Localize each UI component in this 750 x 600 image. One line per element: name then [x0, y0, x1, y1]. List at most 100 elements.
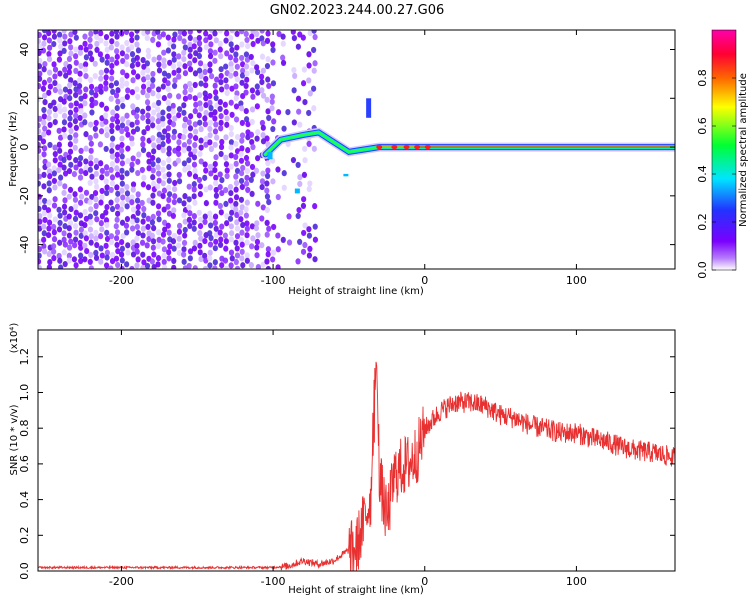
noise-pixel	[222, 232, 228, 239]
noise-pixel	[207, 249, 213, 256]
noise-pixel	[207, 125, 213, 133]
noise-pixel	[224, 172, 230, 180]
noise-pixel	[203, 141, 209, 148]
noise-pixel	[244, 232, 250, 239]
noise-pixel	[88, 251, 94, 259]
noise-pixel	[119, 167, 125, 174]
noise-pixel	[166, 229, 172, 236]
noise-pixel	[150, 36, 156, 43]
noise-pixel	[89, 96, 95, 103]
noise-pixel	[73, 164, 79, 171]
noise-pixel	[92, 125, 98, 132]
noise-pixel	[217, 184, 223, 191]
noise-pixel	[114, 184, 120, 191]
noise-pixel	[114, 171, 121, 178]
noise-pixel	[38, 167, 41, 174]
noise-pixel	[146, 158, 152, 165]
noise-pixel	[212, 213, 219, 220]
noise-pixel	[108, 238, 115, 246]
noise-pixel	[193, 101, 199, 108]
noise-pixel	[134, 197, 141, 204]
noise-pixel	[67, 134, 73, 141]
noise-pixel	[197, 183, 203, 190]
noise-pixel	[218, 125, 224, 132]
noise-pixel	[46, 199, 52, 206]
noise-pixel	[280, 59, 287, 67]
noise-pixel	[120, 200, 126, 207]
noise-pixel	[46, 180, 52, 187]
noise-pixel	[41, 223, 47, 230]
noise-pixel	[135, 203, 141, 211]
noise-pixel	[109, 160, 116, 168]
noise-pixel	[62, 66, 68, 73]
noise-pixel	[176, 197, 183, 204]
noise-pixel	[88, 147, 94, 154]
noise-pixel	[38, 75, 43, 82]
noise-pixel	[155, 164, 161, 171]
noise-pixel	[175, 157, 182, 164]
noise-pixel	[198, 158, 204, 165]
noise-pixel	[109, 38, 115, 45]
noise-pixel	[297, 121, 303, 128]
noise-pixel	[223, 245, 229, 252]
noise-pixel	[66, 244, 73, 251]
noise-pixel	[245, 186, 251, 194]
noise-pixel	[140, 135, 146, 143]
noise-pixel	[125, 242, 131, 249]
noise-pixel	[306, 252, 313, 259]
noise-pixel	[300, 248, 307, 255]
noise-pixel	[41, 230, 47, 237]
noise-pixel	[145, 184, 152, 191]
noise-pixel	[77, 70, 83, 77]
noise-pixel	[160, 141, 166, 148]
noise-pixel	[38, 213, 43, 220]
noise-pixel	[280, 33, 286, 40]
noise-pixel	[40, 47, 47, 54]
noise-pixel	[62, 86, 69, 93]
noise-pixel	[171, 245, 177, 252]
noise-pixel	[187, 93, 193, 101]
noise-pixel	[214, 76, 220, 83]
noise-pixel	[150, 154, 156, 162]
noise-pixel	[161, 70, 168, 77]
noise-pixel	[213, 186, 219, 194]
noise-pixel	[119, 265, 125, 269]
noise-pixel	[130, 186, 136, 193]
noise-pixel	[46, 89, 52, 96]
noise-pixel	[82, 112, 88, 119]
noise-pixel	[203, 257, 209, 264]
noise-pixel	[88, 219, 94, 226]
noise-pixel	[213, 199, 219, 206]
noise-pixel	[290, 156, 297, 164]
noise-pixel	[156, 61, 162, 68]
noise-pixel	[240, 67, 246, 74]
noise-pixel	[134, 34, 140, 41]
noise-pixel	[301, 196, 307, 203]
noise-pixel	[238, 216, 244, 223]
noise-pixel	[165, 125, 172, 132]
noise-pixel	[250, 40, 256, 48]
noise-pixel	[144, 60, 150, 67]
noise-pixel	[301, 66, 307, 73]
noise-pixel	[311, 67, 317, 74]
noise-pixel	[123, 126, 130, 133]
noise-pixel	[207, 132, 213, 139]
noise-pixel	[187, 210, 193, 217]
noise-pixel	[47, 173, 53, 180]
noise-pixel	[281, 125, 287, 132]
noise-pixel	[186, 119, 192, 126]
noise-pixel	[93, 229, 99, 236]
noise-pixel	[38, 49, 42, 57]
noise-pixel	[119, 187, 125, 194]
noise-pixel	[160, 238, 166, 245]
noise-pixel	[203, 186, 209, 193]
noise-pixel	[196, 40, 203, 47]
noise-pixel	[243, 30, 249, 38]
noise-pixel	[171, 69, 177, 76]
noise-pixel	[61, 47, 67, 54]
noise-pixel	[61, 119, 68, 126]
noise-pixel	[56, 141, 62, 148]
noise-pixel	[171, 36, 177, 43]
noise-pixel	[83, 131, 89, 138]
noise-pixel	[73, 59, 79, 66]
